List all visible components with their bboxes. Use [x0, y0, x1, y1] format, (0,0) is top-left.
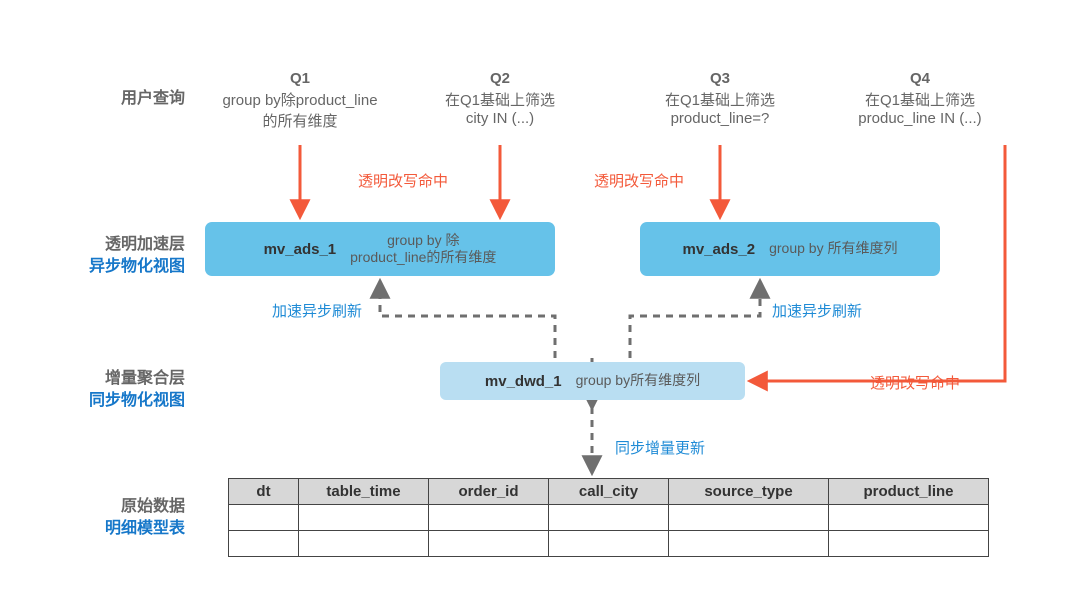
annot-rewrite-hit-mid: 透明改写命中	[594, 170, 684, 191]
table-cell	[299, 531, 429, 557]
table-header-row: dttable_timeorder_idcall_citysource_type…	[229, 479, 989, 505]
row-label-raw-data: 原始数据 明细模型表	[15, 496, 185, 539]
annot-async-refresh-left: 加速异步刷新	[272, 300, 362, 321]
label-blue: 同步物化视图	[15, 390, 185, 412]
table-cell	[429, 505, 549, 531]
query-line2: produc_line IN (...)	[810, 110, 1030, 127]
table-header-cell: call_city	[549, 479, 669, 505]
row-label-transparent-layer: 透明加速层 异步物化视图	[15, 234, 185, 277]
mv-ads-2-box: mv_ads_2 group by 所有维度列	[640, 222, 940, 276]
table-header-cell: order_id	[429, 479, 549, 505]
query-line2: product_line=?	[610, 110, 830, 127]
table-cell	[229, 531, 299, 557]
query-title: Q3	[610, 70, 830, 87]
annot-rewrite-hit-left: 透明改写命中	[358, 170, 448, 191]
table-header-cell: product_line	[829, 479, 989, 505]
mv-desc: group by 所有维度列	[769, 240, 897, 258]
table-cell	[229, 505, 299, 531]
table-header-cell: dt	[229, 479, 299, 505]
query-line1: group by除product_line	[190, 89, 410, 110]
query-q2: Q2 在Q1基础上筛选 city IN (...)	[390, 70, 610, 127]
table-header-cell: table_time	[299, 479, 429, 505]
table-cell	[429, 531, 549, 557]
table-cell	[669, 531, 829, 557]
diagram-stage: 用户查询 透明加速层 异步物化视图 增量聚合层 同步物化视图 原始数据 明细模型…	[0, 0, 1080, 608]
query-line1: 在Q1基础上筛选	[390, 89, 610, 110]
table-row	[229, 505, 989, 531]
query-line1: 在Q1基础上筛选	[610, 89, 830, 110]
query-q1: Q1 group by除product_line 的所有维度	[190, 70, 410, 131]
table-cell	[549, 505, 669, 531]
dwd-desc: group by所有维度列	[576, 372, 700, 390]
table-cell	[829, 505, 989, 531]
query-title: Q1	[190, 70, 410, 87]
query-title: Q4	[810, 70, 1030, 87]
annot-rewrite-hit-right: 透明改写命中	[870, 372, 960, 393]
mv-desc-l2: product_line的所有维度	[350, 249, 496, 265]
label-blue: 异步物化视图	[15, 256, 185, 278]
table-cell	[299, 505, 429, 531]
query-line2: city IN (...)	[390, 110, 610, 127]
mv-name: mv_ads_2	[683, 241, 756, 258]
table-cell	[549, 531, 669, 557]
mv-desc-l1: group by 除	[387, 232, 459, 248]
mv-ads-1-box: mv_ads_1 group by 除 product_line的所有维度	[205, 222, 555, 276]
mv-name: mv_ads_1	[264, 241, 337, 258]
mv-desc: group by 除 product_line的所有维度	[350, 232, 496, 267]
detail-table: dttable_timeorder_idcall_citysource_type…	[228, 478, 989, 557]
annot-sync-update: 同步增量更新	[615, 437, 705, 458]
label-gray: 透明加速层	[15, 234, 185, 256]
table-row	[229, 531, 989, 557]
row-label-user-query: 用户查询	[15, 88, 185, 110]
table-cell	[829, 531, 989, 557]
row-label-incremental-layer: 增量聚合层 同步物化视图	[15, 368, 185, 411]
query-line1: 在Q1基础上筛选	[810, 89, 1030, 110]
query-q3: Q3 在Q1基础上筛选 product_line=?	[610, 70, 830, 127]
table-cell	[669, 505, 829, 531]
label-gray: 用户查询	[15, 88, 185, 110]
query-line2: 的所有维度	[190, 110, 410, 131]
table-header-cell: source_type	[669, 479, 829, 505]
label-blue: 明细模型表	[15, 518, 185, 540]
dwd-name: mv_dwd_1	[485, 373, 562, 390]
query-title: Q2	[390, 70, 610, 87]
annot-async-refresh-right: 加速异步刷新	[772, 300, 862, 321]
label-gray: 增量聚合层	[15, 368, 185, 390]
mv-dwd-1-box: mv_dwd_1 group by所有维度列	[440, 362, 745, 400]
label-gray: 原始数据	[15, 496, 185, 518]
query-q4: Q4 在Q1基础上筛选 produc_line IN (...)	[810, 70, 1030, 127]
